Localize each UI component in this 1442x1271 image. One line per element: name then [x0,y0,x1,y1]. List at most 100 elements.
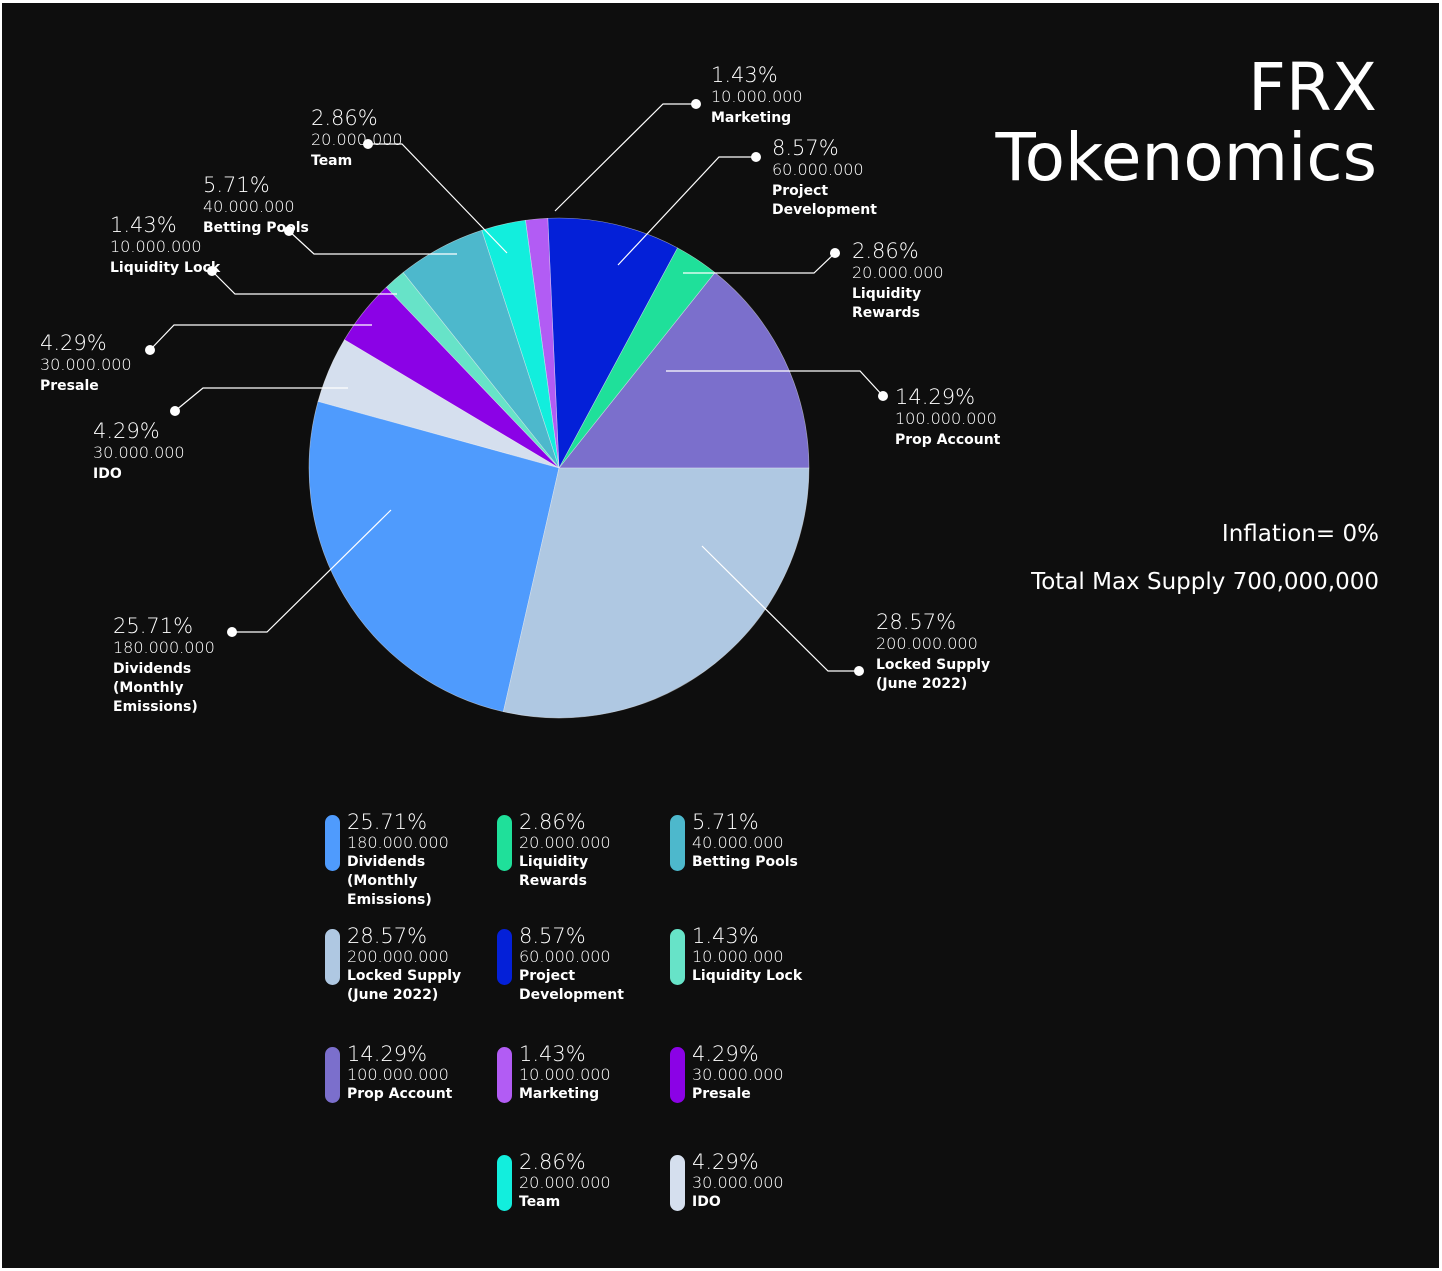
legend-percent: 1.43% [692,924,759,948]
data-label-amount-liquidity-rewards: 20.000.000 [852,263,944,282]
leader-dot-betting-pools [284,226,294,236]
data-label-name-project-development: Development [772,202,877,218]
data-label-percent-dividends-monthly-emissions: 25.71% [113,614,193,638]
data-label-name-prop-account: Prop Account [895,432,1001,448]
data-label-percent-liquidity-lock: 1.43% [110,213,177,237]
legend-amount: 10.000.000 [692,947,784,966]
chart-canvas: 14.29% 100.000.000 Prop Account 2.86% 20.000… [2,3,1439,1268]
data-label-name-project-development: Project [772,183,828,199]
legend-amount: 20.000.000 [519,833,611,852]
data-label-amount-project-development: 60.000.000 [772,160,864,179]
leader-dot-prop-account [878,391,888,401]
leader-dot-team [363,139,373,149]
leader-line-project-development [617,156,756,266]
legend-label: Dividends [347,854,426,870]
leader-line-prop-account [666,370,884,397]
data-label-name-liquidity-lock: Liquidity Lock [110,260,221,276]
data-label-percent-ido: 4.29% [93,419,160,443]
legend-label: Locked Supply [347,968,462,984]
data-label-amount-marketing: 10.000.000 [711,87,803,106]
data-label-name-marketing: Marketing [711,110,791,126]
legend-label: Prop Account [347,1086,453,1102]
data-label-percent-marketing: 1.43% [711,63,778,87]
pie-slice-prop-account [558,272,810,469]
legend-label: Liquidity [519,854,589,870]
inflation-text: Inflation= 0% [1221,521,1379,547]
legend-text-marketing: 1.43% 10.000.000 Marketing [519,1043,659,1104]
leader-dot-dividends-monthly-emissions [227,627,237,637]
legend-percent: 25.71% [347,810,428,834]
legend-label: Marketing [519,1086,600,1102]
data-label-amount-dividends-monthly-emissions: 180.000.000 [113,638,215,657]
leader-line-locked-supply-june-2022 [701,545,859,672]
legend-swatch-presale [670,1047,685,1103]
legend-label: Rewards [519,873,587,889]
legend-label: (Monthly [347,873,418,889]
data-label-percent-project-development: 8.57% [772,136,839,160]
max-supply-text: Total Max Supply 700,000,000 [1031,569,1379,595]
legend-percent: 2.86% [519,1150,586,1174]
legend-amount: 40.000.000 [692,833,784,852]
legend-text-presale: 4.29% 30.000.000 Presale [692,1043,832,1104]
data-label-name-betting-pools: Betting Pools [203,220,309,236]
leader-dot-marketing [691,99,701,109]
legend-label: Betting Pools [692,854,798,870]
leader-line-betting-pools [288,230,457,255]
legend-percent: 4.29% [692,1042,759,1066]
data-label-name-ido: IDO [93,466,122,482]
legend-swatch-locked-supply-june-2022 [325,929,340,985]
data-label-percent-liquidity-rewards: 2.86% [852,239,919,263]
legend-amount: 100.000.000 [347,1065,449,1084]
leader-line-presale [149,324,372,351]
legend-label: Development [519,987,624,1003]
legend-text-prop-account: 14.29% 100.000.000 Prop Account [347,1043,487,1104]
data-label-amount-liquidity-lock: 10.000.000 [110,237,202,256]
pie-slice-project-development [547,217,678,470]
legend-label: Project [519,968,576,984]
legend-amount: 30.000.000 [692,1173,784,1192]
legend-percent: 4.29% [692,1150,759,1174]
legend-percent: 28.57% [347,924,428,948]
leader-dot-liquidity-lock [207,266,217,276]
data-label-name-locked-supply-june-2022: Locked Supply [876,657,990,673]
title-line-2: Tokenomics [995,119,1377,196]
legend-text-project-development: 8.57% 60.000.000 Project Development [519,925,659,1005]
legend-percent: 1.43% [519,1042,586,1066]
legend-swatch-ido [670,1155,685,1211]
data-label-percent-team: 2.86% [311,106,378,130]
leader-line-team [368,143,508,254]
data-label-amount-ido: 30.000.000 [93,443,185,462]
data-label-amount-locked-supply-june-2022: 200.000.000 [876,634,978,653]
legend-amount: 30.000.000 [692,1065,784,1084]
legend-amount: 20.000.000 [519,1173,611,1192]
leader-line-ido [174,387,348,412]
legend-label: Liquidity Lock [692,968,803,984]
legend-swatch-dividends-monthly-emissions [325,815,340,871]
leader-line-liquidity-lock [211,270,397,295]
data-label-name-team: Team [311,153,352,169]
data-label-name-dividends-monthly-emissions: Dividends [113,661,191,677]
legend-swatch-liquidity-rewards [497,815,512,871]
legend-label: Presale [692,1086,751,1102]
data-label-amount-presale: 30.000.000 [40,355,132,374]
legend-label: Emissions) [347,892,432,908]
leader-dot-project-development [751,152,761,162]
data-label-amount-team: 20.000.000 [311,130,403,149]
legend-percent: 14.29% [347,1042,428,1066]
legend-text-team: 2.86% 20.000.000 Team [519,1151,659,1212]
data-label-name-dividends-monthly-emissions: (Monthly [113,680,184,696]
legend-swatch-liquidity-lock [670,929,685,985]
legend-percent: 5.71% [692,810,759,834]
data-label-name-liquidity-rewards: Liquidity [852,286,921,302]
legend-percent: 8.57% [519,924,586,948]
legend-swatch-team [497,1155,512,1211]
legend-amount: 10.000.000 [519,1065,611,1084]
pie-slice-locked-supply-june-2022 [503,467,810,719]
legend-swatch-prop-account [325,1047,340,1103]
leader-dot-ido [170,406,180,416]
legend-text-betting-pools: 5.71% 40.000.000 Betting Pools [692,811,832,872]
data-label-percent-presale: 4.29% [40,331,107,355]
data-label-name-dividends-monthly-emissions: Emissions) [113,699,198,715]
legend-text-ido: 4.29% 30.000.000 IDO [692,1151,832,1212]
legend-amount: 60.000.000 [519,947,611,966]
